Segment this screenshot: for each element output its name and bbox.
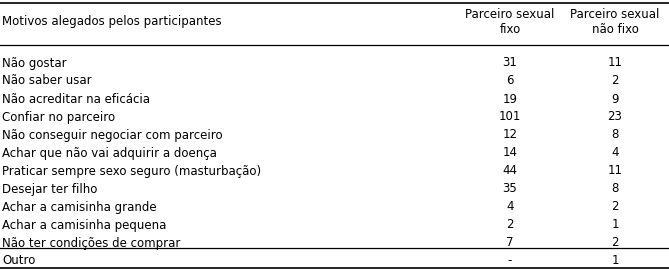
Text: Parceiro sexual
fixo: Parceiro sexual fixo	[466, 8, 555, 36]
Text: Não saber usar: Não saber usar	[2, 75, 92, 87]
Text: Outro: Outro	[2, 255, 35, 267]
Text: 8: 8	[611, 129, 619, 141]
Text: 6: 6	[506, 75, 514, 87]
Text: Não ter condições de comprar: Não ter condições de comprar	[2, 236, 181, 250]
Text: 23: 23	[607, 110, 622, 124]
Text: 1: 1	[611, 255, 619, 267]
Text: Achar que não vai adquirir a doença: Achar que não vai adquirir a doença	[2, 147, 217, 159]
Text: Não acreditar na eficácia: Não acreditar na eficácia	[2, 93, 150, 105]
Text: Achar a camisinha grande: Achar a camisinha grande	[2, 201, 157, 213]
Text: Praticar sempre sexo seguro (masturbação): Praticar sempre sexo seguro (masturbação…	[2, 164, 261, 178]
Text: 1: 1	[611, 218, 619, 232]
Text: Motivos alegados pelos participantes: Motivos alegados pelos participantes	[2, 16, 221, 28]
Text: -: -	[508, 255, 512, 267]
Text: Não gostar: Não gostar	[2, 56, 67, 70]
Text: Parceiro sexual
não fixo: Parceiro sexual não fixo	[570, 8, 660, 36]
Text: 35: 35	[502, 182, 517, 196]
Text: 14: 14	[502, 147, 518, 159]
Text: 9: 9	[611, 93, 619, 105]
Text: Desejar ter filho: Desejar ter filho	[2, 182, 98, 196]
Text: Confiar no parceiro: Confiar no parceiro	[2, 110, 115, 124]
Text: 2: 2	[611, 75, 619, 87]
Text: 7: 7	[506, 236, 514, 250]
Text: 11: 11	[607, 56, 622, 70]
Text: 4: 4	[506, 201, 514, 213]
Text: 2: 2	[611, 236, 619, 250]
Text: 31: 31	[502, 56, 517, 70]
Text: 44: 44	[502, 164, 518, 178]
Text: Achar a camisinha pequena: Achar a camisinha pequena	[2, 218, 167, 232]
Text: 11: 11	[607, 164, 622, 178]
Text: 2: 2	[506, 218, 514, 232]
Text: 8: 8	[611, 182, 619, 196]
Text: Não conseguir negociar com parceiro: Não conseguir negociar com parceiro	[2, 129, 223, 141]
Text: 2: 2	[611, 201, 619, 213]
Text: 12: 12	[502, 129, 518, 141]
Text: 19: 19	[502, 93, 518, 105]
Text: 4: 4	[611, 147, 619, 159]
Text: 101: 101	[499, 110, 521, 124]
